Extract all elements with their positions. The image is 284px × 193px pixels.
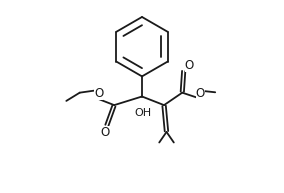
Text: OH: OH bbox=[134, 108, 152, 118]
Text: O: O bbox=[185, 59, 194, 72]
Text: O: O bbox=[94, 86, 103, 100]
Text: O: O bbox=[196, 86, 205, 100]
Text: O: O bbox=[101, 126, 110, 139]
